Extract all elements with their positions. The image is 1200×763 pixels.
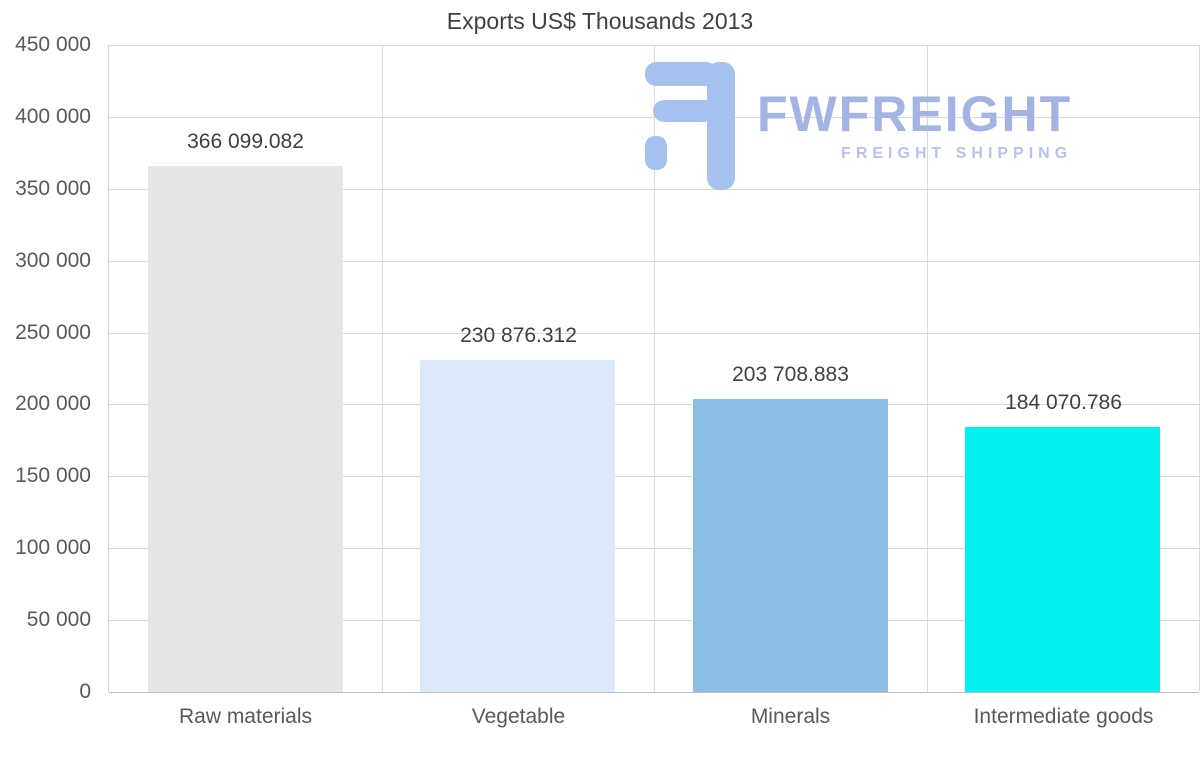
y-gridline: [109, 692, 1199, 693]
bar-value-label: 203 708.883: [732, 363, 849, 386]
x-tick-label: Raw materials: [178, 705, 313, 728]
y-tick-label: 250 000: [15, 320, 91, 344]
y-tick-label: 450 000: [15, 33, 91, 56]
bar: [693, 399, 888, 692]
fwfreight-logo-icon: [645, 62, 735, 190]
bar-value-label: 366 099.082: [187, 130, 304, 153]
x-tick-label: Intermediate goods: [973, 705, 1154, 728]
watermark-logo: FWFREIGHT FREIGHT SHIPPING: [645, 62, 1072, 190]
y-tick-label: 200 000: [15, 392, 91, 416]
y-tick-label: 350 000: [15, 176, 91, 200]
y-tick-label: 300 000: [15, 248, 91, 272]
x-gridline: [654, 45, 655, 692]
bar: [420, 360, 615, 692]
bar-value-label: 184 070.786: [1005, 391, 1122, 414]
watermark-text-block: FWFREIGHT FREIGHT SHIPPING: [757, 89, 1072, 163]
y-tick-label: 0: [79, 680, 91, 703]
y-tick-label: 100 000: [15, 536, 91, 560]
y-tick-label: 400 000: [15, 104, 91, 128]
y-tick-label: 50 000: [26, 608, 91, 632]
chart-title: Exports US$ Thousands 2013: [446, 8, 754, 34]
bar: [148, 166, 343, 692]
bar-value-label: 230 876.312: [460, 324, 577, 347]
watermark-tagline: FREIGHT SHIPPING: [841, 145, 1073, 162]
bar: [965, 427, 1160, 692]
x-gridline: [927, 45, 928, 692]
watermark-title: FWFREIGHT: [757, 86, 1073, 142]
x-tick-label: Minerals: [750, 705, 831, 728]
x-gridline: [382, 45, 383, 692]
plot-area: 0 50 000 100 000 150 000 200 000 250 000 300 0…: [15, 33, 1200, 728]
y-tick-label: 150 000: [15, 464, 91, 488]
x-tick-label: Vegetable: [471, 705, 566, 728]
